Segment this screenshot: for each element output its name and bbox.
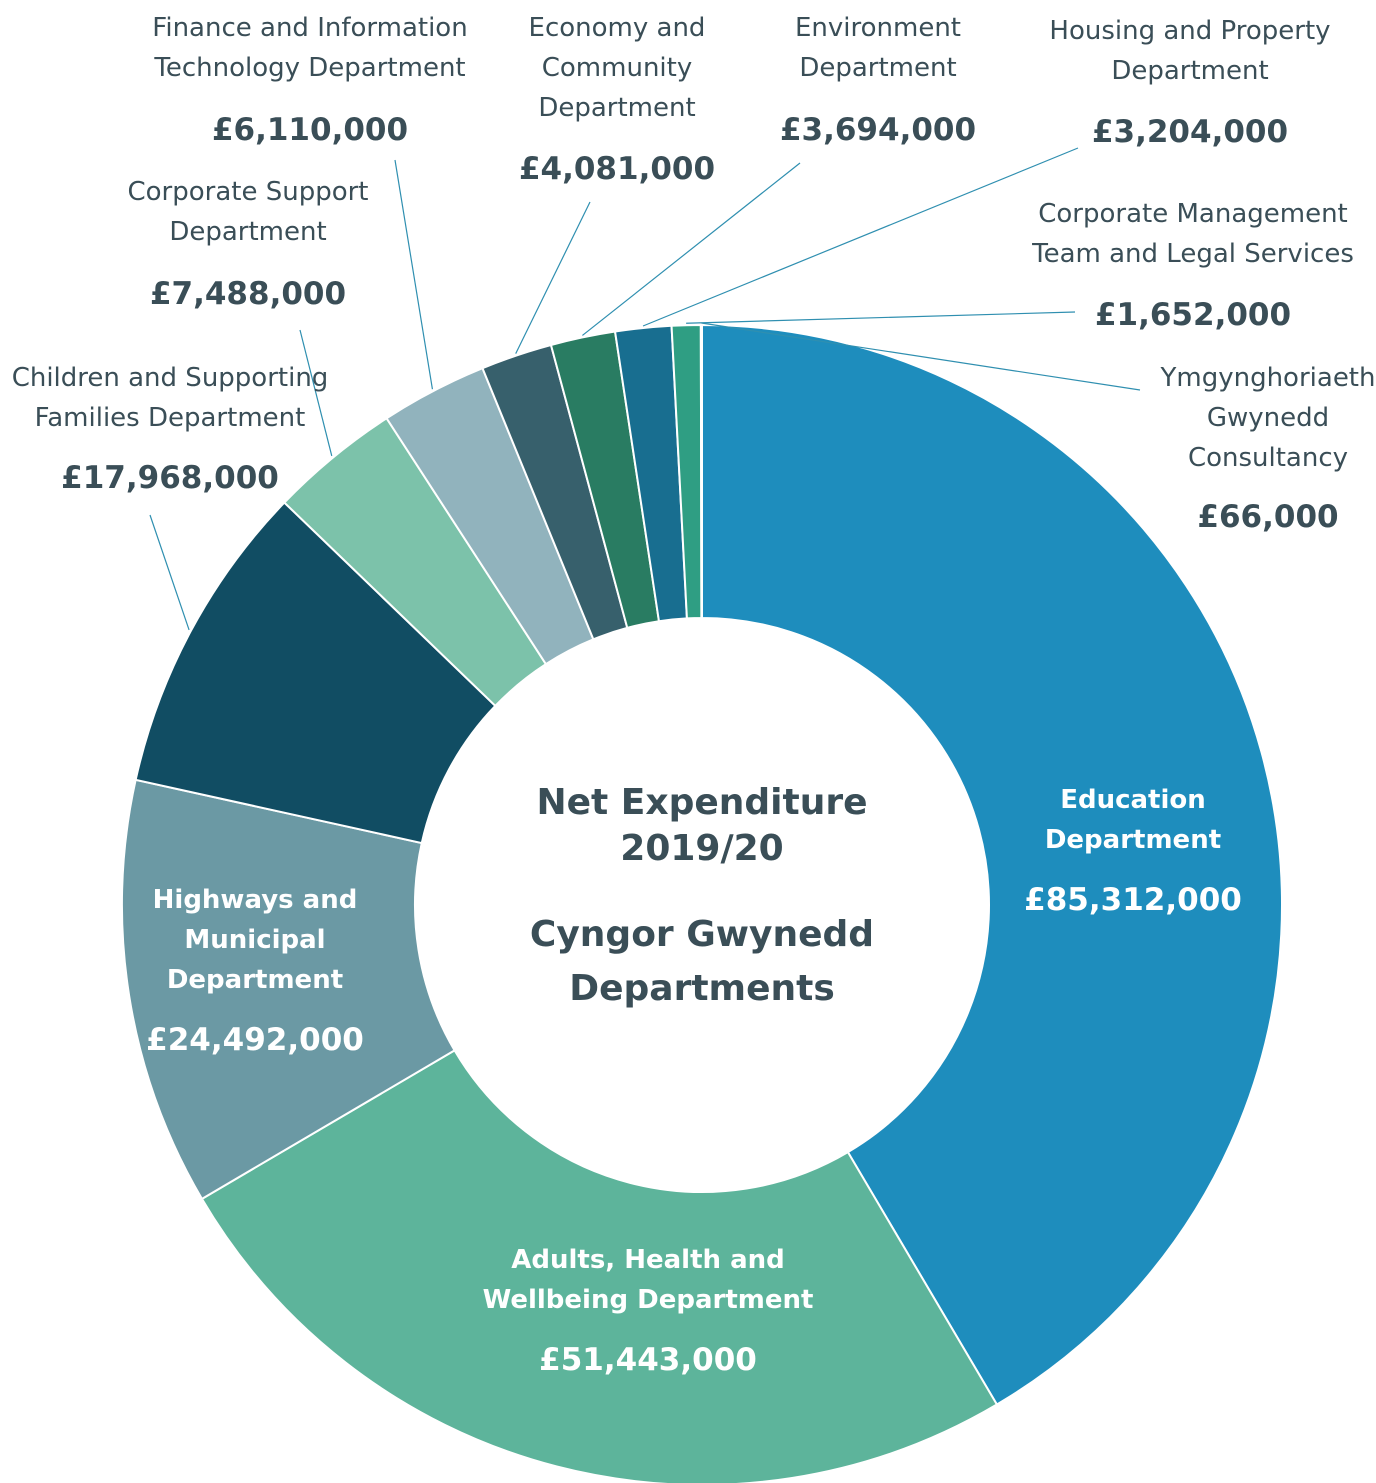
value-label: £3,204,000: [1091, 114, 1289, 150]
slice-label: Housing and Property Department: [1049, 16, 1331, 86]
leader-line: [149, 514, 190, 631]
slice-label: Education Department: [1044, 785, 1222, 855]
value-label: £7,488,000: [149, 276, 347, 312]
value-label: £24,492,000: [146, 1022, 364, 1058]
value-label: £3,694,000: [779, 112, 977, 148]
value-label: £51,443,000: [539, 1342, 757, 1378]
leader-line: [515, 201, 591, 354]
value-label: £4,081,000: [518, 151, 716, 187]
slice-label: Highways and Municipal Department: [152, 885, 358, 995]
leader-line: [582, 162, 801, 336]
value-label: £17,968,000: [61, 460, 279, 496]
slice-label: Ymgynghoriaeth Gwynedd Consultancy: [1160, 363, 1376, 473]
value-label: £1,652,000: [1094, 297, 1292, 333]
leader-line: [701, 322, 1141, 391]
leader-line: [642, 147, 1079, 327]
slice-label: Adults, Health and Wellbeing Department: [482, 1245, 814, 1315]
value-label: £66,000: [1197, 499, 1339, 535]
slice-label: Environment Department: [794, 13, 962, 83]
slice-label: Corporate Support Department: [127, 177, 369, 247]
chart-subtitle: Cyngor Gwynedd Departments: [529, 914, 875, 1009]
leader-line: [299, 329, 333, 457]
slice-label: Children and Supporting Families Departm…: [11, 363, 329, 433]
slice-label: Corporate Management Team and Legal Serv…: [1032, 199, 1354, 269]
value-label: £6,110,000: [211, 112, 409, 148]
value-label: £85,312,000: [1024, 882, 1242, 918]
donut-slice: [701, 323, 1283, 1406]
slice-label: Finance and Information Technology Depar…: [152, 13, 468, 83]
donut-slice: [121, 778, 456, 1201]
donut-slice: [699, 323, 703, 620]
slice-label: Economy and Community Department: [528, 13, 706, 123]
leader-line: [394, 159, 434, 390]
chart-title: Net Expenditure 2019/20: [536, 782, 868, 869]
leader-line: [686, 311, 1076, 324]
